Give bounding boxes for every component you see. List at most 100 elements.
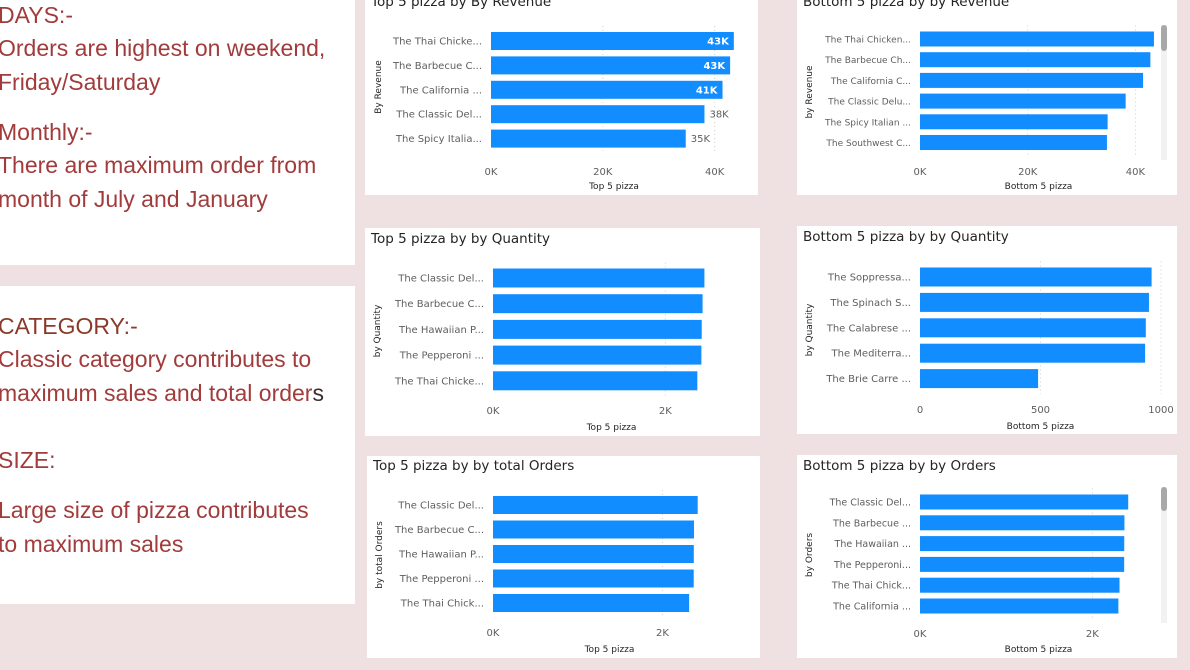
category-label: The Brie Carre ...: [825, 374, 911, 385]
x-tick-label: 0: [917, 405, 923, 416]
x-tick-label: 2K: [656, 628, 669, 639]
category-label: The Calabrese ...: [826, 323, 911, 334]
y-axis-title: By Revenue: [374, 60, 384, 114]
category-label: The California C...: [830, 77, 911, 87]
size-heading: SIZE:: [0, 447, 56, 473]
chart-card-bottom-revenue[interactable]: Bottom 5 pizza by by Revenue The Thai Ch…: [797, 0, 1177, 195]
chart-card-top-revenue[interactable]: Top 5 pizza by By Revenue The Thai Chick…: [365, 0, 758, 195]
chart-card-top-orders[interactable]: Top 5 pizza by by total Orders The Class…: [367, 456, 760, 658]
bar: [920, 318, 1146, 338]
bar: [920, 93, 1126, 109]
category-label: The Barbecue C...: [394, 299, 484, 310]
scrollbar-thumb[interactable]: [1161, 25, 1167, 51]
category-label: The Thai Chicke...: [394, 376, 484, 387]
chart-title: Top 5 pizza by by Quantity: [371, 231, 551, 247]
x-tick-label: 40K: [1126, 167, 1146, 178]
category-label: The Spinach S...: [829, 298, 911, 309]
bar: [491, 129, 686, 148]
y-axis-title: by Quantity: [373, 304, 383, 357]
bar: [493, 268, 705, 288]
category-label: The Hawaiian P...: [398, 550, 484, 561]
y-axis-title: by Revenue: [805, 65, 815, 119]
scrollbar-thumb[interactable]: [1161, 487, 1167, 511]
bar-chart-bottom-quantity: The Soppressa... The Spinach S... The Cala…: [805, 261, 1174, 432]
category-label: The Classic Del...: [829, 498, 911, 509]
bar: [920, 31, 1154, 47]
x-tick-label: 20K: [593, 167, 613, 178]
bar: [493, 594, 690, 612]
x-axis-title: Top 5 pizza: [586, 423, 637, 433]
chart-title: Top 5 pizza by By Revenue: [371, 0, 552, 10]
bar-chart-top-quantity: The Classic Del... The Barbecue C... The H…: [373, 262, 705, 433]
x-tick-label: 2K: [1086, 629, 1099, 640]
monthly-line-1: There are maximum order from: [0, 152, 317, 178]
bar: [920, 343, 1146, 363]
x-tick-label: 0K: [487, 628, 500, 639]
category-label: The Hawaiian ...: [834, 539, 911, 550]
x-tick-label: 0K: [487, 406, 500, 417]
size-line-1: Large size of pizza contributes: [0, 497, 309, 523]
data-label: 43K: [703, 61, 726, 72]
data-label: 43K: [707, 37, 730, 48]
bar: [493, 371, 698, 391]
bar: [491, 32, 734, 50]
category-label: The Mediterra...: [831, 349, 911, 360]
bar: [920, 72, 1144, 88]
chart-title: Top 5 pizza by by total Orders: [373, 458, 575, 474]
bar: [920, 267, 1152, 287]
category-label: The Pepperoni...: [833, 560, 911, 571]
bar: [920, 556, 1125, 572]
category-label: The Classic Del...: [395, 110, 482, 121]
category-label: The Barbecue ...: [832, 518, 911, 529]
x-tick-label: 0K: [914, 629, 927, 640]
category-label: The Pepperoni ...: [399, 574, 484, 585]
category-label: The Classic Del...: [397, 501, 484, 512]
category-heading: CATEGORY:-: [0, 313, 138, 339]
x-axis-title: Bottom 5 pizza: [1005, 645, 1073, 655]
x-tick-label: 500: [1031, 405, 1050, 416]
bar: [491, 105, 705, 124]
chart-title: Bottom 5 pizza by by Quantity: [803, 229, 1009, 245]
bar: [920, 369, 1039, 389]
category-label: The Classic Del...: [397, 274, 484, 285]
category-label: The Southwest C...: [825, 139, 911, 149]
bar-chart-top-orders: The Classic Del... The Barbecue C... The H…: [375, 490, 698, 655]
bar: [493, 319, 702, 339]
bar: [920, 494, 1129, 510]
bar-chart-bottom-revenue: The Thai Chicken... The Barbecue Ch... The…: [805, 25, 1154, 192]
category-label: The Classic Delu...: [827, 98, 911, 108]
category-label: The Spicy Italia...: [395, 134, 482, 145]
category-label: The California ...: [399, 85, 482, 96]
category-label: The Barbecue C...: [394, 525, 484, 536]
bar: [920, 515, 1125, 531]
chart-card-top-quantity[interactable]: Top 5 pizza by by Quantity The Classic D…: [365, 228, 760, 436]
bar: [491, 56, 731, 75]
bar: [920, 135, 1107, 150]
y-axis-title: by Quantity: [805, 303, 815, 356]
bar: [920, 114, 1108, 130]
category-label: The Soppressa...: [827, 273, 911, 284]
category-label: The Thai Chicke...: [392, 37, 482, 48]
x-tick-label: 0K: [914, 167, 927, 178]
x-axis-title: Bottom 5 pizza: [1005, 182, 1073, 192]
category-line-2-tail: s: [312, 380, 324, 406]
x-tick-label: 2K: [659, 406, 672, 417]
bar: [920, 577, 1120, 593]
chart-scrollbar[interactable]: [1161, 25, 1167, 160]
chart-card-bottom-orders[interactable]: Bottom 5 pizza by by Orders The Classic …: [797, 455, 1177, 658]
monthly-heading: Monthly:-: [0, 119, 93, 145]
chart-scrollbar[interactable]: [1161, 487, 1167, 623]
chart-card-bottom-quantity[interactable]: Bottom 5 pizza by by Quantity The Soppre…: [797, 226, 1177, 434]
x-tick-label: 0K: [485, 167, 498, 178]
category-line-2: maximum sales and total orders: [0, 382, 324, 405]
bar-chart-bottom-orders: The Classic Del... The Barbecue ... The Ha…: [805, 488, 1129, 655]
monthly-line-2: month of July and January: [0, 186, 268, 212]
category-label: The Barbecue Ch...: [824, 56, 911, 66]
y-axis-title: by Orders: [805, 533, 815, 577]
bar: [493, 294, 703, 314]
size-line-2: to maximum sales: [0, 531, 184, 557]
bar: [493, 345, 702, 365]
category-label: The Barbecue C...: [392, 61, 482, 72]
chart-title: Bottom 5 pizza by by Revenue: [803, 0, 1010, 10]
insights-panel-days-monthly: DAYS:- Orders are highest on weekend, Fr…: [0, 0, 355, 265]
